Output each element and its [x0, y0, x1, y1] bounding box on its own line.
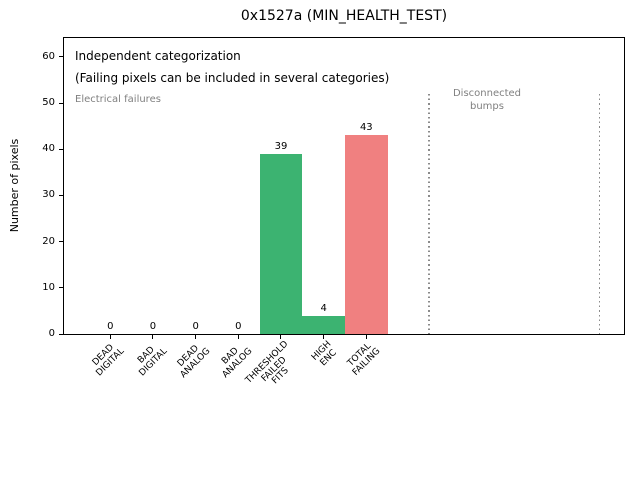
separator-dotted-line: [428, 94, 430, 334]
y-tick-mark: [59, 56, 63, 58]
separator-dotted-line: [598, 94, 600, 334]
chart-title: 0x1527a (MIN_HEALTH_TEST): [240, 8, 448, 24]
x-tick-mark: [109, 335, 111, 339]
bar-value-label: 0: [149, 321, 157, 332]
bar-threshold-failed-fits: [259, 153, 303, 334]
x-tick-mark: [365, 335, 367, 339]
x-category-label: TOTAL FAILING: [346, 341, 383, 378]
x-tick-mark: [323, 335, 325, 339]
plot-area: [63, 37, 625, 335]
y-tick-mark: [59, 102, 63, 104]
y-axis-label: Number of pixels: [8, 138, 21, 233]
x-category-label: DEAD DIGITAL: [91, 342, 127, 378]
annotation-independent-categorization: Independent categorization (Failing pixel…: [75, 49, 390, 85]
x-tick-mark: [280, 335, 282, 339]
x-tick-mark: [152, 335, 154, 339]
y-tick-mark: [59, 194, 63, 196]
annotation-electrical-failures: Electrical failures: [75, 94, 161, 105]
y-tick-label: 60: [42, 50, 55, 62]
x-tick-mark: [237, 335, 239, 339]
y-tick-label: 10: [42, 281, 55, 293]
y-tick-label: 40: [42, 143, 55, 155]
y-tick-mark: [59, 241, 63, 243]
bar-value-label: 4: [320, 302, 327, 314]
x-category-label: HIGH ENC: [309, 339, 339, 368]
x-tick-mark: [195, 335, 197, 339]
bar-value-label: 43: [359, 122, 373, 134]
y-tick-label: 50: [42, 97, 55, 109]
bar-value-label: 0: [192, 321, 199, 332]
y-tick-label: 30: [42, 189, 55, 201]
bar-high-enc: [302, 315, 345, 334]
y-tick-mark: [59, 148, 63, 150]
y-tick-mark: [59, 287, 63, 289]
bar-total-failing: [344, 135, 388, 334]
x-category-label: THRESHOLD FAILED FITS: [243, 339, 291, 387]
bar-value-label: 39: [274, 140, 288, 152]
y-tick-mark: [59, 333, 63, 335]
annotation-disconnected-bumps: Disconnected bumps: [452, 88, 522, 112]
bar-value-label: 0: [235, 321, 242, 332]
x-category-label: BAD DIGITAL: [136, 344, 170, 378]
y-tick-label: 20: [42, 235, 55, 247]
y-tick-label: 0: [48, 328, 55, 339]
bar-value-label: 0: [107, 321, 114, 332]
x-category-label: DEAD ANALOG: [175, 343, 212, 380]
